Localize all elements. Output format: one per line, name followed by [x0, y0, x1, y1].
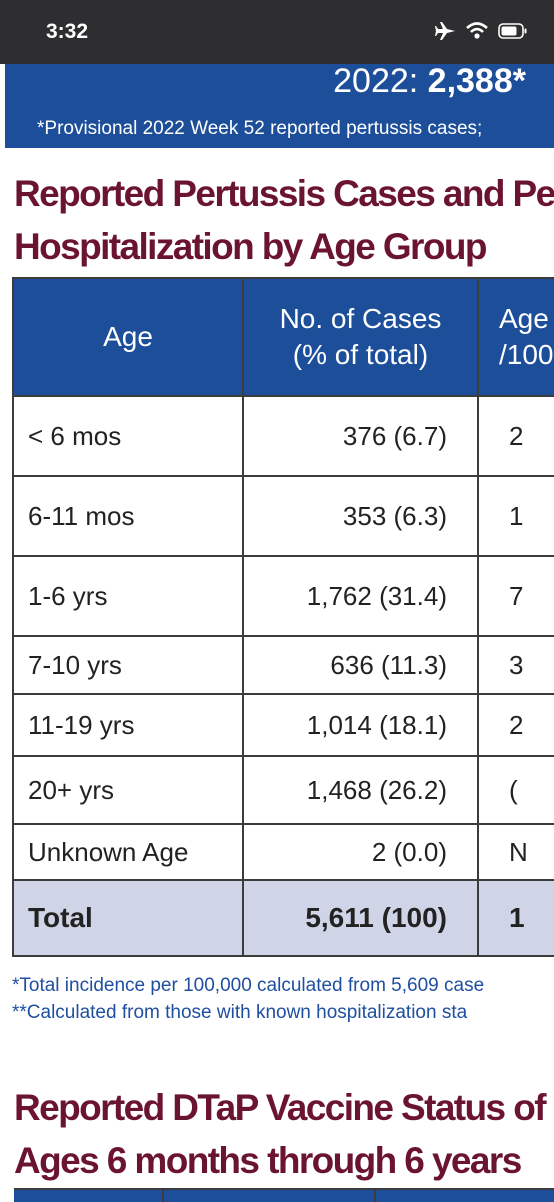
next-table-header: [14, 1188, 554, 1202]
airplane-icon: [434, 21, 456, 46]
summary-banner: 2022: 2,388* *Provisional 2022 Week 52 r…: [5, 64, 554, 148]
row-cases: 353 (6.3): [242, 475, 479, 557]
row-rate: N: [477, 823, 554, 881]
row-rate: 2: [477, 395, 554, 477]
section2-title-line2: Ages 6 months through 6 years: [14, 1140, 522, 1181]
total-rate: 1: [477, 879, 554, 957]
header-age: Age: [12, 277, 244, 397]
total-cases: 5,611 (100): [242, 879, 479, 957]
header-rate: Age /100: [477, 277, 554, 397]
status-icons: [434, 21, 528, 46]
header-rate-line2: /100: [499, 339, 554, 370]
table-row: < 6 mos 376 (6.7) 2: [12, 395, 554, 477]
header-cases-line2: (% of total): [292, 339, 429, 370]
status-time: 3:32: [46, 20, 89, 43]
banner-total-prefix: 2022:: [333, 64, 419, 100]
row-cases: 1,762 (31.4): [242, 555, 479, 637]
row-age: Unknown Age: [12, 823, 244, 881]
table-header-row: Age No. of Cases (% of total) Age /100: [12, 277, 554, 397]
row-age: 1-6 yrs: [12, 555, 244, 637]
section2-title-line1: Reported DTaP Vaccine Status of (: [14, 1087, 554, 1128]
table-row: 11-19 yrs 1,014 (18.1) 2: [12, 693, 554, 757]
table-row: 20+ yrs 1,468 (26.2) (: [12, 755, 554, 825]
table-total-row: Total 5,611 (100) 1: [12, 879, 554, 957]
row-cases: 2 (0.0): [242, 823, 479, 881]
table-row: 1-6 yrs 1,762 (31.4) 7: [12, 555, 554, 637]
row-age: 6-11 mos: [12, 475, 244, 557]
banner-note: *Provisional 2022 Week 52 reported pertu…: [37, 118, 483, 139]
column-divider: [374, 1190, 376, 1202]
table-row: 7-10 yrs 636 (11.3) 3: [12, 635, 554, 695]
row-rate: 2: [477, 693, 554, 757]
row-rate: 1: [477, 475, 554, 557]
row-cases: 376 (6.7): [242, 395, 479, 477]
pertussis-table: Age No. of Cases (% of total) Age /100 <…: [12, 277, 554, 957]
row-cases: 1,014 (18.1): [242, 693, 479, 757]
table-row: Unknown Age 2 (0.0) N: [12, 823, 554, 881]
status-bar: 3:32: [0, 0, 554, 64]
wifi-icon: [466, 21, 488, 45]
footnote-hospitalization: **Calculated from those with known hospi…: [12, 1002, 468, 1023]
footnote-incidence: *Total incidence per 100,000 calculated …: [12, 975, 485, 996]
banner-total: 2022: 2,388*: [333, 64, 526, 101]
battery-icon: [498, 22, 528, 44]
section-title-line2: Hospitalization by Age Group: [14, 226, 487, 267]
column-divider: [162, 1190, 164, 1202]
row-age: 7-10 yrs: [12, 635, 244, 695]
row-age: 11-19 yrs: [12, 693, 244, 757]
row-cases: 636 (11.3): [242, 635, 479, 695]
section-title-line1: Reported Pertussis Cases and Per: [14, 173, 554, 214]
row-age: < 6 mos: [12, 395, 244, 477]
header-rate-line1: Age: [499, 303, 549, 334]
row-rate: 7: [477, 555, 554, 637]
header-cases: No. of Cases (% of total): [242, 277, 479, 397]
table-row: 6-11 mos 353 (6.3) 1: [12, 475, 554, 557]
header-cases-line1: No. of Cases: [279, 303, 442, 334]
row-rate: (: [477, 755, 554, 825]
banner-total-value: 2,388*: [427, 64, 526, 100]
row-rate: 3: [477, 635, 554, 695]
row-cases: 1,468 (26.2): [242, 755, 479, 825]
total-age: Total: [12, 879, 244, 957]
row-age: 20+ yrs: [12, 755, 244, 825]
